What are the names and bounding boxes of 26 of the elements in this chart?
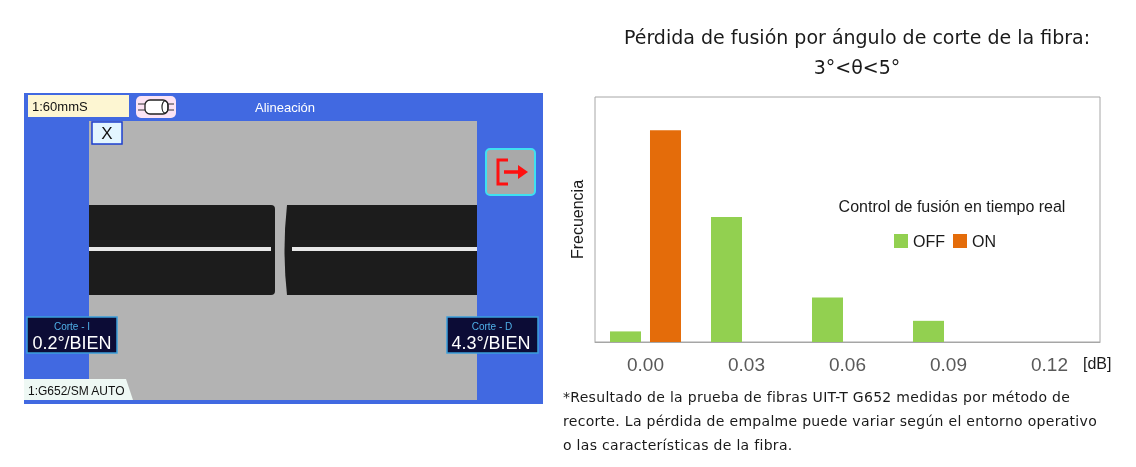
text: 1:60mmS <box>32 99 88 114</box>
text: *Resultado de la prueba de fibras UIT-T G652 medidas por método de recorte. La pérdida de empalme puede variar según el entorno operativo o las características de la fibra. <box>563 388 1098 455</box>
text: X <box>101 124 113 143</box>
chart-title: Pérdida de fusión por ángulo de corte de la fibra: <box>623 25 1091 48</box>
x-axis-title: [dB] <box>1083 354 1112 372</box>
bar <box>650 130 681 342</box>
bar <box>812 297 844 342</box>
text: 1:G652/SM AUTO <box>28 384 125 398</box>
text: Corte - D <box>471 321 513 332</box>
chart-subtitle: 3°<θ<5° <box>813 55 901 78</box>
legend-label: ON <box>972 232 996 250</box>
x-tick-label: 0.00 <box>627 354 664 375</box>
text: 4.3°/BIEN <box>451 333 531 353</box>
bar <box>913 320 945 342</box>
bar <box>711 217 743 342</box>
x-tick-label: 0.03 <box>728 354 765 375</box>
legend-label: OFF <box>913 232 946 250</box>
bar <box>610 331 642 342</box>
legend-title: Control de fusión en tiempo real <box>838 197 1066 215</box>
text: Alineación <box>255 100 315 115</box>
x-tick-label: 0.12 <box>1031 354 1068 375</box>
x-tick-label: 0.06 <box>829 354 866 375</box>
text: 0.2°/BIEN <box>32 333 112 353</box>
y-axis-title: Frecuencia <box>568 179 586 260</box>
x-tick-label: 0.09 <box>930 354 967 375</box>
text: Corte - I <box>53 321 91 332</box>
